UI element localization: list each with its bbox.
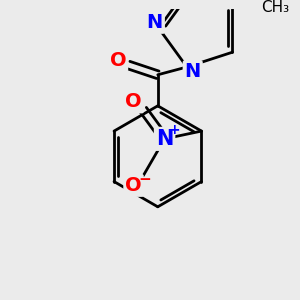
Text: O: O	[110, 51, 126, 70]
Text: N: N	[184, 62, 201, 81]
Text: N: N	[147, 13, 163, 32]
Text: +: +	[169, 123, 180, 137]
Text: O: O	[125, 176, 142, 195]
Text: N: N	[156, 129, 173, 149]
Text: −: −	[139, 172, 152, 187]
Text: O: O	[125, 92, 142, 112]
Text: CH₃: CH₃	[261, 0, 289, 15]
